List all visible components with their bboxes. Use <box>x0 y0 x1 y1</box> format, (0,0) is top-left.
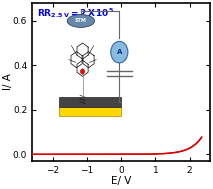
Text: $\mathbf{RR_{2.5\,V}}$$\mathbf{ = 2\,X\,10^{5}}$: $\mathbf{RR_{2.5\,V}}$$\mathbf{ = 2\,X\,… <box>37 6 114 20</box>
X-axis label: E/ V: E/ V <box>111 176 131 186</box>
Y-axis label: I/ A: I/ A <box>3 74 13 90</box>
